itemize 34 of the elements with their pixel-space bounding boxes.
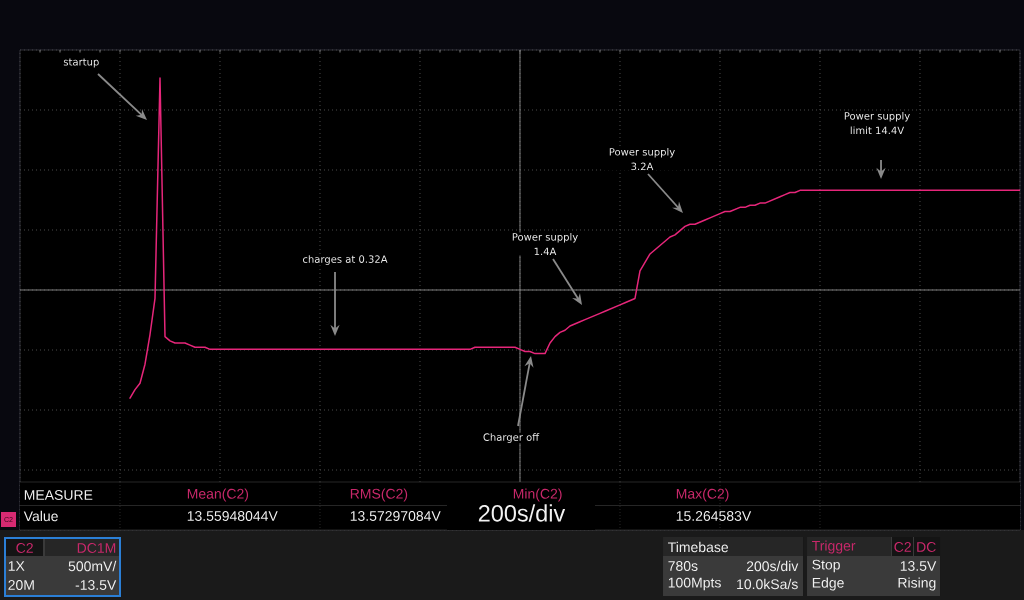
annotation: Power supply 3.2A xyxy=(609,147,675,171)
text: 500mV/ xyxy=(68,560,117,572)
text: RMS(C2) xyxy=(350,488,408,502)
text: 200s/div xyxy=(478,504,566,522)
text: Value xyxy=(23,510,58,522)
text: Trigger xyxy=(812,540,856,554)
text: 13.5V xyxy=(900,561,937,571)
text: MEASURE xyxy=(24,490,93,500)
text: Charger off xyxy=(483,433,540,443)
text: Min(C2) xyxy=(513,488,562,502)
text: Max(C2) xyxy=(676,488,729,502)
text: 13.57297084V xyxy=(350,511,441,521)
text: Stop xyxy=(812,559,840,573)
annotation: charges at 0.32A xyxy=(302,255,388,265)
text: 10.0kSa/s xyxy=(737,578,798,590)
text: C2 xyxy=(894,542,911,552)
annotation: Power supply 1.4A xyxy=(512,232,578,256)
text: 200s/div xyxy=(746,560,799,572)
text: DC xyxy=(917,542,936,552)
text: C2 xyxy=(16,543,33,553)
text: 780s xyxy=(668,561,698,571)
text: Mean(C2) xyxy=(187,488,249,502)
text: 15.264583V xyxy=(676,511,752,521)
text: Rising xyxy=(898,577,936,591)
text: 20M xyxy=(8,580,34,590)
text: -13.5V xyxy=(75,580,117,590)
text: startup xyxy=(63,58,99,68)
text: 100Mpts xyxy=(668,577,721,591)
text: Timebase xyxy=(668,541,729,553)
text: 1X xyxy=(8,561,25,571)
annotation: Power supply limit 14.4V xyxy=(844,111,910,135)
text: 13.55948044V xyxy=(187,511,278,521)
text: Edge xyxy=(812,577,844,591)
text: DC1M xyxy=(77,543,116,553)
